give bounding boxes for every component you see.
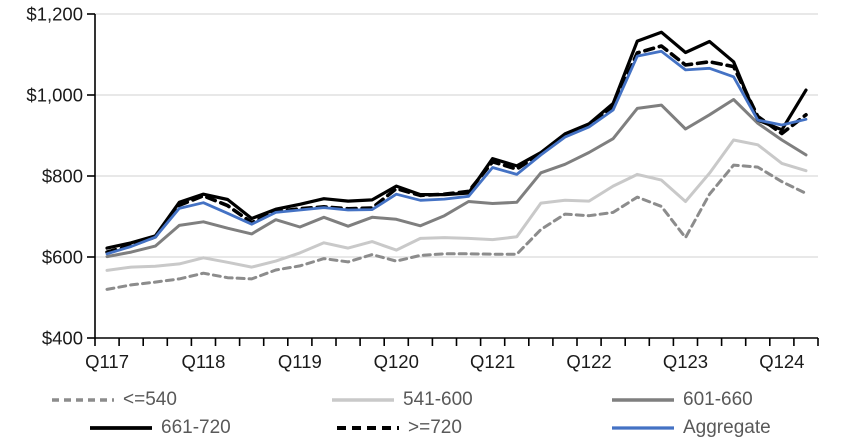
y-tick-label: $400	[42, 328, 83, 349]
series-line-661-720	[105, 30, 808, 250]
legend-item-661-720: 661-720	[88, 416, 231, 440]
legend-label: Aggregate	[683, 417, 771, 438]
y-tick-label: $600	[42, 247, 83, 268]
legend-swatch-ge720-icon	[337, 425, 399, 431]
chart-legend: <=540 541-600 601-660 661-720 >=720 Aggr…	[0, 378, 852, 441]
legend-swatch-661-720-icon	[90, 426, 152, 430]
legend-swatch-aggregate-icon	[612, 426, 674, 430]
x-tick-label: Q117	[85, 351, 129, 372]
legend-item-541-600: 541-600	[330, 388, 473, 412]
legend-label: <=540	[123, 389, 177, 410]
legend-swatch-541-600-icon	[332, 398, 394, 402]
y-tick-label: $1,000	[26, 85, 83, 106]
legend-label: >=720	[408, 417, 462, 438]
x-tick-label: Q120	[374, 351, 419, 372]
x-tick-label: Q121	[470, 351, 515, 372]
legend-label: 661-720	[161, 417, 231, 438]
x-tick-label: Q119	[278, 351, 322, 372]
x-tick-label: Q124	[759, 351, 804, 372]
legend-item-ge720: >=720	[335, 416, 462, 440]
legend-label: 541-600	[403, 389, 473, 410]
y-tick-label: $800	[42, 166, 83, 187]
chart-canvas: $400 $600 $800 $1,000 $1,200 Q117 Q118 Q119 Q120…	[26, 4, 819, 372]
legend-swatch-le540-icon	[52, 398, 114, 402]
x-tick-label: Q122	[566, 351, 611, 372]
series-line-601-660	[105, 98, 808, 259]
series-line-541-600	[105, 138, 808, 272]
legend-item-aggregate: Aggregate	[610, 416, 771, 440]
legend-item-601-660: 601-660	[610, 388, 753, 412]
legend-item-le540: <=540	[50, 388, 177, 412]
legend-label: 601-660	[683, 389, 753, 410]
series-line-aggregate	[105, 49, 808, 256]
line-chart: $400 $600 $800 $1,000 $1,200 Q117 Q118 Q119 Q120…	[26, 4, 819, 372]
legend-swatch-601-660-icon	[612, 398, 674, 402]
x-tick-label: Q123	[663, 351, 708, 372]
series-line-720	[105, 44, 808, 254]
x-tick-label: Q118	[182, 351, 226, 372]
series-line-540	[105, 163, 808, 291]
y-tick-label: $1,200	[26, 4, 83, 25]
